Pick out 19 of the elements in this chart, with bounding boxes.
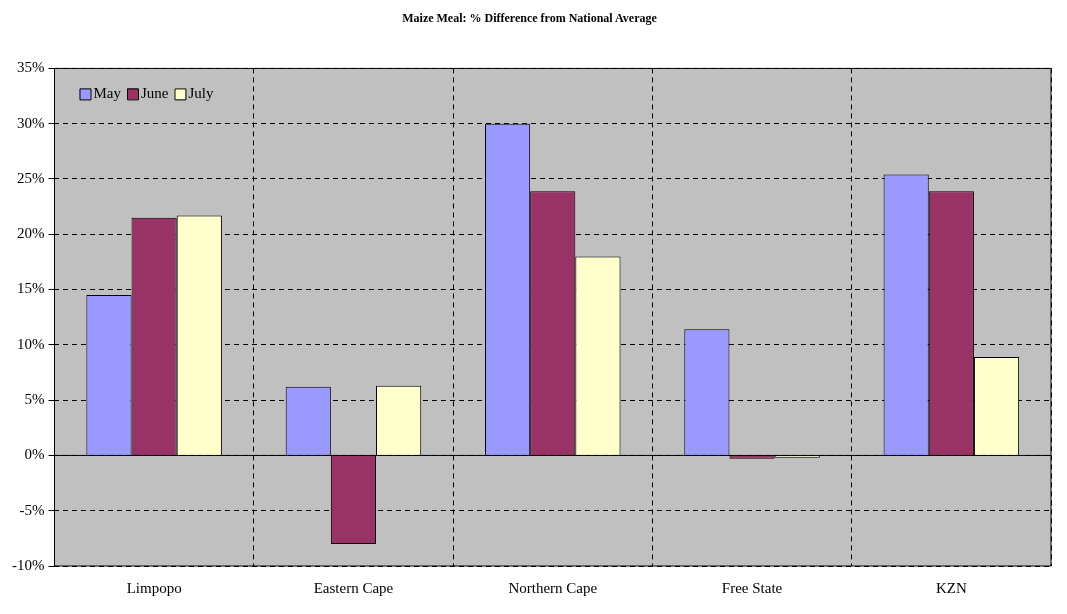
x-tick-label: KZN: [935, 579, 967, 596]
x-tick-label: Eastern Cape: [313, 579, 394, 596]
legend-label: July: [188, 85, 214, 102]
legend-label: May: [93, 85, 122, 102]
y-tick-label: 25%: [16, 169, 45, 186]
x-tick-label: Limpopo: [126, 579, 182, 596]
y-tick-label: -5%: [19, 501, 45, 518]
y-tick-label: 20%: [16, 225, 45, 242]
y-tick-label: -10%: [11, 556, 45, 573]
y-tick-label: 5%: [24, 391, 45, 408]
y-tick-label: 15%: [16, 280, 45, 297]
y-tick-label: 35%: [16, 59, 45, 76]
chart-title: Maize Meal: % Difference from National Average: [402, 11, 658, 26]
y-tick-label: 0%: [24, 446, 45, 463]
y-tick-label: 10%: [16, 335, 45, 352]
x-tick-label: Northern Cape: [508, 579, 598, 596]
legend-label: June: [140, 85, 169, 102]
x-tick-label: Free State: [721, 579, 783, 596]
y-tick-label: 30%: [16, 114, 45, 131]
